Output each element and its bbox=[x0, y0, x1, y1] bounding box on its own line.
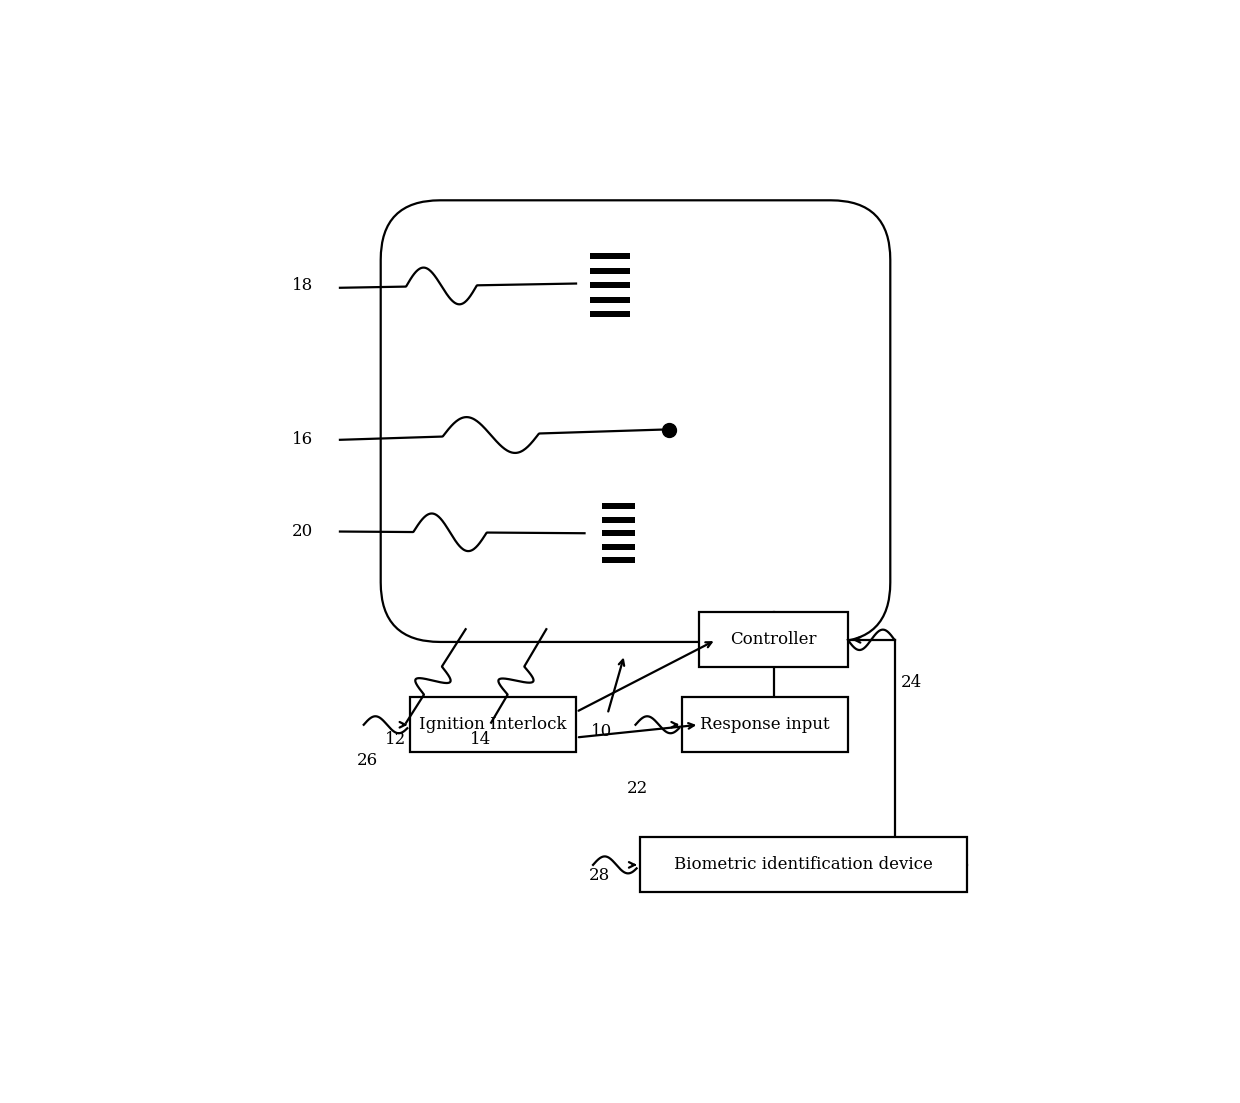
Bar bbox=[590, 311, 630, 317]
Bar bbox=[601, 516, 635, 523]
Text: 12: 12 bbox=[384, 731, 407, 748]
Bar bbox=[590, 282, 630, 288]
FancyBboxPatch shape bbox=[699, 612, 848, 667]
Text: 16: 16 bbox=[291, 431, 312, 448]
Text: 24: 24 bbox=[900, 674, 921, 692]
Text: Response input: Response input bbox=[701, 716, 830, 733]
Bar bbox=[601, 503, 635, 508]
Text: 26: 26 bbox=[357, 752, 378, 770]
Text: Ignition Interlock: Ignition Interlock bbox=[419, 716, 567, 733]
Bar bbox=[590, 254, 630, 259]
FancyBboxPatch shape bbox=[640, 837, 967, 892]
Text: 10: 10 bbox=[591, 722, 613, 740]
Bar bbox=[601, 544, 635, 549]
FancyBboxPatch shape bbox=[410, 697, 577, 752]
Bar bbox=[590, 297, 630, 302]
Bar bbox=[590, 268, 630, 274]
Text: Controller: Controller bbox=[730, 631, 817, 649]
Text: 20: 20 bbox=[291, 523, 312, 540]
Bar bbox=[601, 557, 635, 564]
Text: 28: 28 bbox=[589, 867, 610, 884]
Text: 22: 22 bbox=[627, 780, 649, 796]
Text: Biometric identification device: Biometric identification device bbox=[673, 856, 932, 874]
FancyBboxPatch shape bbox=[682, 697, 848, 752]
FancyBboxPatch shape bbox=[381, 201, 890, 642]
Text: 14: 14 bbox=[470, 731, 491, 748]
Text: 18: 18 bbox=[291, 277, 312, 293]
Bar bbox=[601, 531, 635, 536]
